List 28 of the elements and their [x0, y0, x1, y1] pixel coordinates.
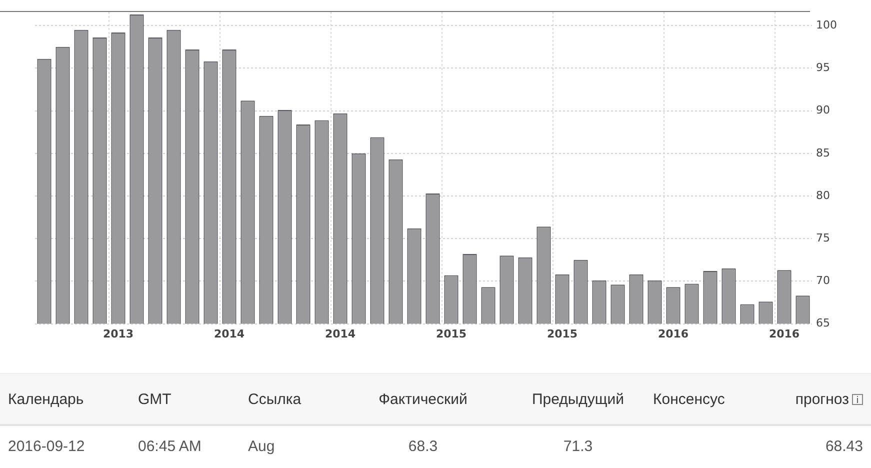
x-tick-label: 2015 [436, 327, 467, 340]
text: прогноз [795, 390, 849, 408]
y-tick-label: 90 [816, 104, 830, 117]
y-tick-label: 95 [816, 61, 830, 74]
text: Фактический [378, 390, 468, 408]
text: 71.3 [563, 438, 593, 454]
y-tick-label: 80 [816, 188, 830, 202]
text: 2016-09-12 [8, 438, 85, 454]
x-tick-label: 2015 [546, 327, 578, 340]
text: Ссылка [248, 390, 302, 408]
y-tick-label: 85 [816, 146, 830, 160]
text: 68.43 [825, 438, 863, 454]
y-tick-label: 70 [816, 274, 830, 288]
y-tick-label: 65 [816, 316, 830, 330]
text: 06:45 AM [138, 438, 202, 454]
x-tick-label: 2016 [768, 327, 800, 340]
text: GMT [138, 390, 172, 408]
y-tick-label: 100 [816, 18, 838, 32]
y-tick-label: 75 [816, 231, 830, 244]
text: 68.3 [408, 438, 438, 454]
x-tick-label: 2014 [214, 327, 245, 340]
text: Календарь [8, 390, 84, 408]
text: Консенсус [653, 390, 725, 408]
x-tick-label: 2016 [658, 327, 689, 340]
text: Предыдущий [532, 390, 624, 408]
x-tick-label: 2013 [102, 327, 134, 340]
x-tick-label: 2014 [324, 327, 356, 340]
text: Aug [248, 438, 275, 454]
